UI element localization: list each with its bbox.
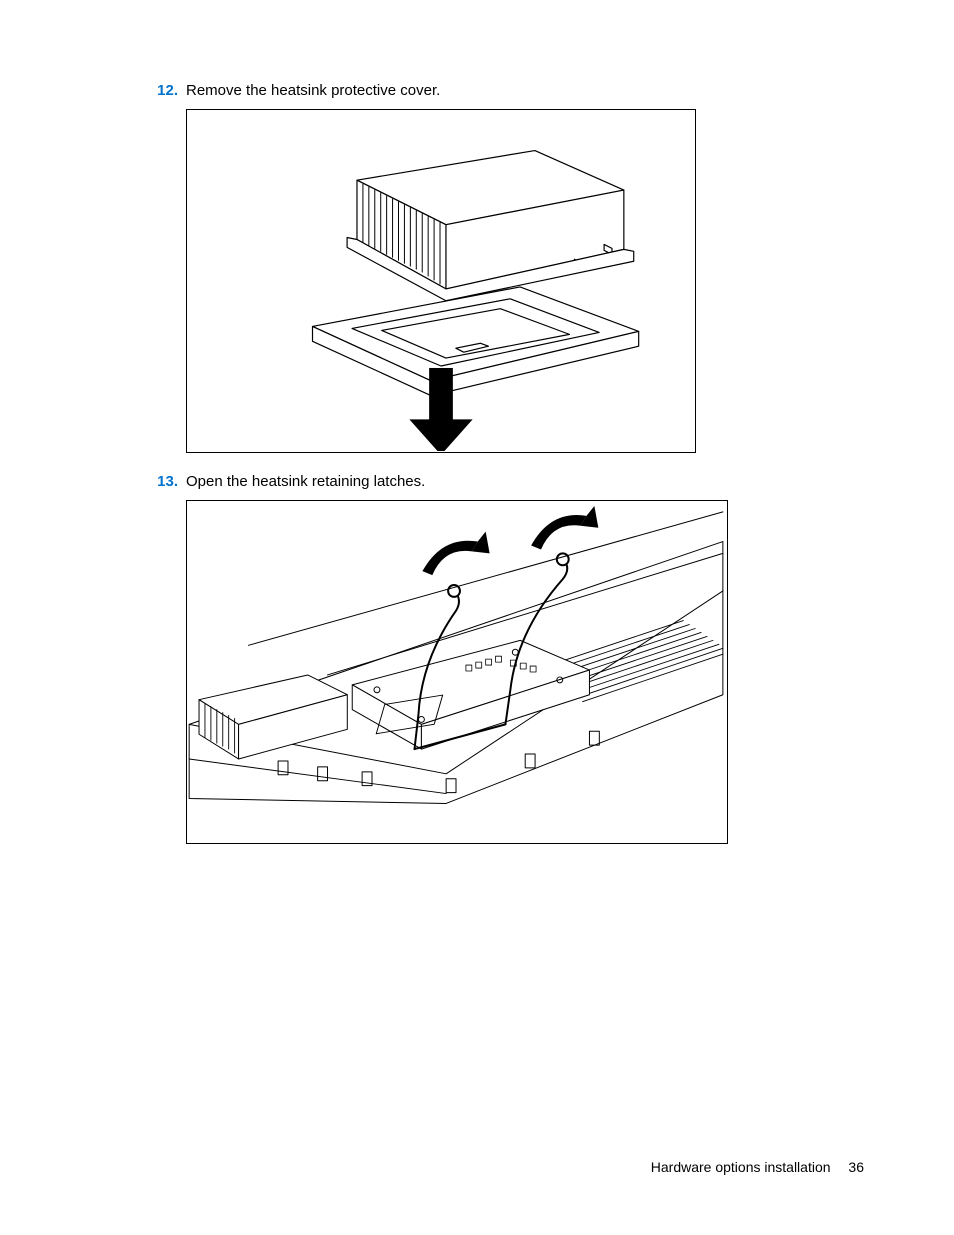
figure-heatsink-cover <box>186 109 696 453</box>
step-12: 12. Remove the heatsink protective cover… <box>150 80 864 101</box>
step-text: Open the heatsink retaining latches. <box>186 471 425 492</box>
footer-page-number: 36 <box>848 1159 864 1175</box>
footer-section: Hardware options installation <box>651 1159 831 1175</box>
step-13: 13. Open the heatsink retaining latches. <box>150 471 864 492</box>
figure-1-svg <box>188 111 694 451</box>
step-number: 12. <box>150 80 178 101</box>
page: 12. Remove the heatsink protective cover… <box>0 0 954 1235</box>
step-number: 13. <box>150 471 178 492</box>
figure-2-svg <box>188 502 726 842</box>
page-footer: Hardware options installation 36 <box>651 1159 864 1175</box>
figure-retaining-latches <box>186 500 728 844</box>
step-text: Remove the heatsink protective cover. <box>186 80 440 101</box>
